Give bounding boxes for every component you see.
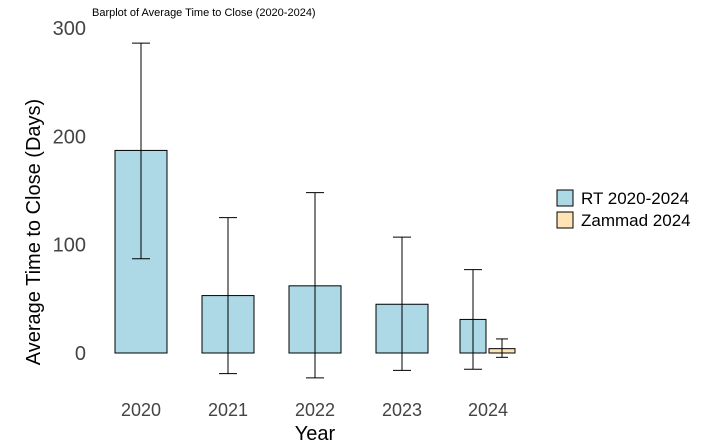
legend-label: Zammad 2024 [581,211,691,230]
error-bars [132,42,508,379]
x-axis-label: Year [295,423,336,443]
x-tick-label: 2024 [468,400,508,420]
x-tick-label: 2023 [382,400,422,420]
y-axis-ticks: 0 100 200 300 [53,18,86,365]
legend-label: RT 2020-2024 [581,189,689,208]
x-axis-ticks: 2020 2021 2022 2023 2024 [121,400,508,420]
x-tick-label: 2021 [208,400,248,420]
legend-swatch [556,211,574,229]
y-tick-label: 300 [53,18,86,40]
legend: RT 2020-2024 Zammad 2024 [556,189,691,230]
legend-swatch [556,189,574,207]
y-tick-label: 200 [53,126,86,148]
y-tick-label: 100 [53,235,86,257]
y-tick-label: 0 [75,343,86,365]
x-tick-label: 2022 [295,400,335,420]
x-tick-label: 2020 [121,400,161,420]
y-axis-label: Average Time to Close (Days) [23,99,45,365]
chart-title: Barplot of Average Time to Close (2020-2… [92,7,316,19]
